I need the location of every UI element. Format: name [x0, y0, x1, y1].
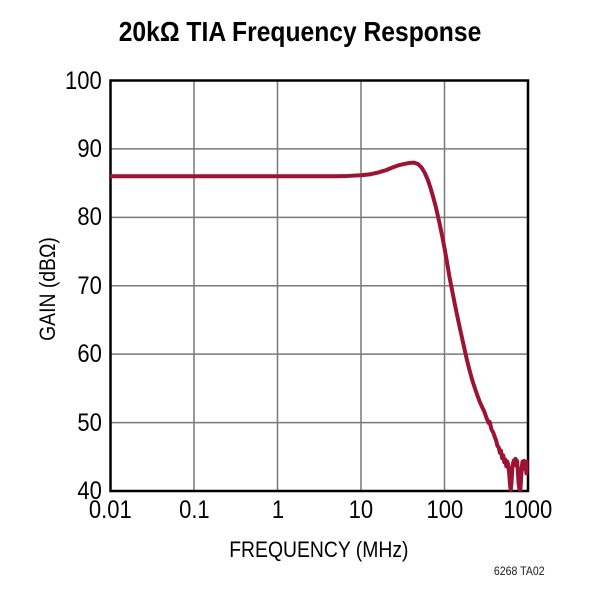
y-tick-label: 70 [77, 271, 102, 300]
y-axis-label: GAIN (dBΩ) [35, 230, 61, 348]
plot-frame [109, 79, 530, 493]
figure-number: 6268 TA02 [487, 564, 545, 578]
y-tick-label: 50 [77, 408, 102, 437]
y-tick-label: 100 [65, 66, 102, 95]
x-tick-label: 0.01 [89, 496, 132, 524]
y-tick-label: 60 [77, 340, 102, 369]
x-tick-label: 10 [348, 496, 374, 524]
chart-title: 20kΩ TIA Frequency Response [0, 16, 600, 48]
x-tick-label: 100 [426, 496, 463, 524]
chart-title-text: 20kΩ TIA Frequency Response [118, 16, 482, 47]
gain-trace [110, 160, 529, 492]
y-tick-label: 80 [77, 203, 102, 232]
y-axis-label-text: GAIN (dBΩ) [35, 237, 60, 341]
x-axis-label: FREQUENCY (MHz) [0, 537, 600, 563]
x-tick-label: 1 [271, 496, 284, 524]
x-tick-label: 0.1 [178, 496, 210, 524]
x-tick-label: 1000 [503, 496, 553, 524]
y-tick-label: 90 [77, 134, 102, 163]
y-tick-label: 40 [77, 477, 102, 505]
figure-number-text: 6268 TA02 [494, 564, 545, 578]
x-axis-label-text: FREQUENCY (MHz) [229, 537, 409, 562]
